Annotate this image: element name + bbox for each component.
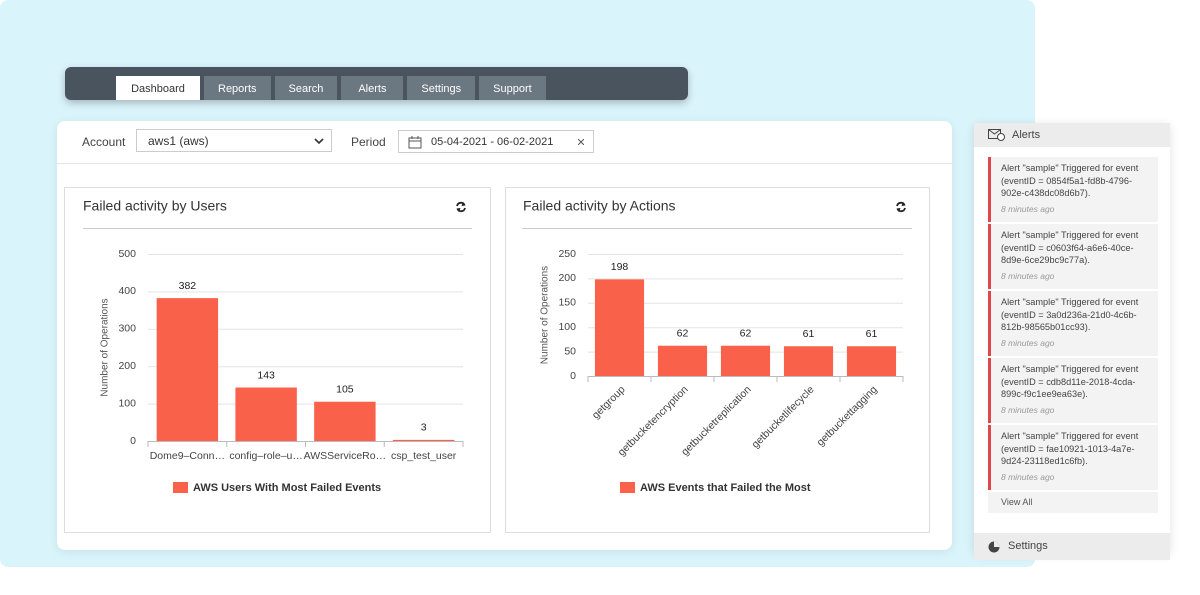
y-tick-label: 150 <box>558 297 576 309</box>
value-label: 143 <box>257 369 275 381</box>
value-label: 61 <box>866 328 878 340</box>
view-all[interactable]: View All <box>988 492 1158 513</box>
value-label: 198 <box>611 261 629 273</box>
bar <box>314 401 376 441</box>
value-label: 62 <box>677 328 689 340</box>
x-tick-label: Dome9–Conn… <box>150 450 225 462</box>
x-tick-label: config–role–u… <box>229 450 303 462</box>
clear-icon[interactable] <box>578 139 584 145</box>
period-label: Period <box>351 135 386 149</box>
nav-tab[interactable]: Reports <box>204 76 271 100</box>
alert-text: Alert "sample" Triggered for event (even… <box>1001 163 1139 198</box>
x-tick-label: csp_test_user <box>391 450 457 462</box>
nav-tab[interactable]: Settings <box>407 76 476 100</box>
nav-tab[interactable]: Search <box>274 76 338 100</box>
mail-icon <box>988 129 1005 141</box>
alerts-panel: Alerts Alert "sample" Triggered for even… <box>974 123 1170 560</box>
legend-swatch <box>173 482 188 493</box>
alert-item[interactable]: Alert "sample" Triggered for event (even… <box>988 224 1158 289</box>
legend-label: AWS Events that Failed the Most <box>640 482 811 494</box>
bar <box>783 346 834 376</box>
y-tick-label: 400 <box>118 285 136 297</box>
y-tick-label: 0 <box>570 370 576 382</box>
alert-text: Alert "sample" Triggered for event (even… <box>1001 431 1139 466</box>
refresh-icon[interactable] <box>896 201 906 213</box>
nav-tab[interactable]: Support <box>479 76 546 100</box>
chart-title: Failed activity by Actions <box>523 198 676 214</box>
y-tick-label: 200 <box>118 360 136 372</box>
value-label: 105 <box>336 384 354 396</box>
alert-time: 8 minutes ago <box>1001 203 1055 214</box>
settings-label: Settings <box>1008 540 1048 552</box>
legend-swatch <box>620 482 635 493</box>
period-input[interactable]: 05-04-2021 - 06-02-2021 <box>398 130 594 153</box>
value-label: 61 <box>803 328 815 340</box>
settings-icon <box>988 541 1000 553</box>
bar <box>657 345 708 376</box>
nav-tab[interactable]: Alerts <box>341 76 404 100</box>
y-tick-label: 250 <box>558 248 576 260</box>
y-tick-label: 50 <box>564 345 576 357</box>
bar <box>156 298 219 441</box>
charts: Failed activity by Users0100200300400500… <box>64 187 930 533</box>
alert-time: 8 minutes ago <box>1001 337 1055 348</box>
dropdown-icon <box>314 138 324 145</box>
alert-text: Alert "sample" Triggered for event (even… <box>1001 364 1139 399</box>
legend-label: AWS Users With Most Failed Events <box>193 482 381 494</box>
value-label: 3 <box>421 422 427 434</box>
period-value: 05-04-2021 - 06-02-2021 <box>431 136 554 148</box>
settings-bar[interactable]: Settings <box>974 533 1170 560</box>
alert-time: 8 minutes ago <box>1001 270 1055 281</box>
bar <box>594 279 645 376</box>
x-tick-label: AWSServiceRo… <box>304 450 386 462</box>
y-tick-label: 0 <box>130 435 136 447</box>
alert-list: Alert "sample" Triggered for event (even… <box>974 157 1170 490</box>
account-select[interactable]: aws1 (aws) <box>136 129 332 152</box>
value-label: 382 <box>179 280 197 292</box>
alerts-header: Alerts <box>974 123 1170 147</box>
account-value: aws1 (aws) <box>148 134 209 148</box>
y-tick-label: 100 <box>558 321 576 333</box>
alert-item[interactable]: Alert "sample" Triggered for event (even… <box>988 425 1158 490</box>
nav-bar: Dashboard Reports Search Alerts Settings Supp… <box>65 67 688 100</box>
y-axis-title: Number of Operations <box>100 298 111 396</box>
tabs: Dashboard Reports Search Alerts Settings Supp… <box>116 76 546 100</box>
bar <box>392 439 455 441</box>
chart-panel <box>64 187 491 533</box>
alert-time: 8 minutes ago <box>1001 404 1055 415</box>
alert-time: 8 minutes ago <box>1001 471 1055 482</box>
y-axis-title: Number of Operations <box>540 266 551 364</box>
bar <box>846 346 897 376</box>
account-label: Account <box>82 135 126 149</box>
alert-item[interactable]: Alert "sample" Triggered for event (even… <box>988 157 1158 222</box>
chart-title: Failed activity by Users <box>83 198 227 214</box>
alert-item[interactable]: Alert "sample" Triggered for event (even… <box>988 358 1158 423</box>
bar <box>720 345 771 376</box>
y-tick-label: 300 <box>118 323 136 335</box>
bar <box>235 387 297 441</box>
y-tick-label: 100 <box>118 397 136 409</box>
y-tick-label: 200 <box>558 272 576 284</box>
calendar-icon <box>408 136 422 149</box>
alert-text: Alert "sample" Triggered for event (even… <box>1001 297 1139 332</box>
refresh-icon[interactable] <box>456 201 466 213</box>
divider <box>57 163 952 164</box>
alert-item[interactable]: Alert "sample" Triggered for event (even… <box>988 291 1158 356</box>
alert-text: Alert "sample" Triggered for event (even… <box>1001 230 1139 265</box>
alerts-title: Alerts <box>1012 129 1041 141</box>
nav-tab[interactable]: Dashboard <box>116 76 200 100</box>
value-label: 62 <box>740 328 752 340</box>
y-tick-label: 500 <box>118 248 136 260</box>
